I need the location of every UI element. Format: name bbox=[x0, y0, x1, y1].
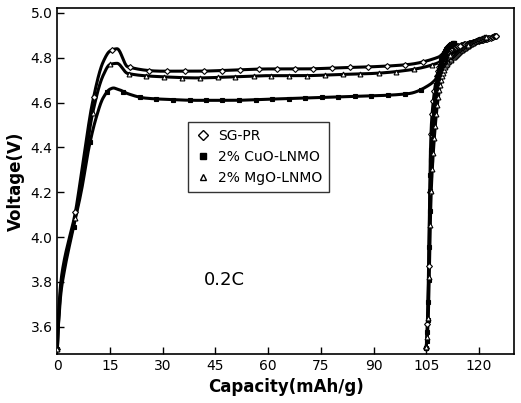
X-axis label: Capacity(mAh/g): Capacity(mAh/g) bbox=[208, 378, 364, 396]
Y-axis label: Voltage(V): Voltage(V) bbox=[7, 131, 25, 231]
Legend: SG-PR, 2% CuO-LNMO, 2% MgO-LNMO: SG-PR, 2% CuO-LNMO, 2% MgO-LNMO bbox=[188, 122, 329, 192]
Text: 0.2C: 0.2C bbox=[204, 270, 244, 289]
